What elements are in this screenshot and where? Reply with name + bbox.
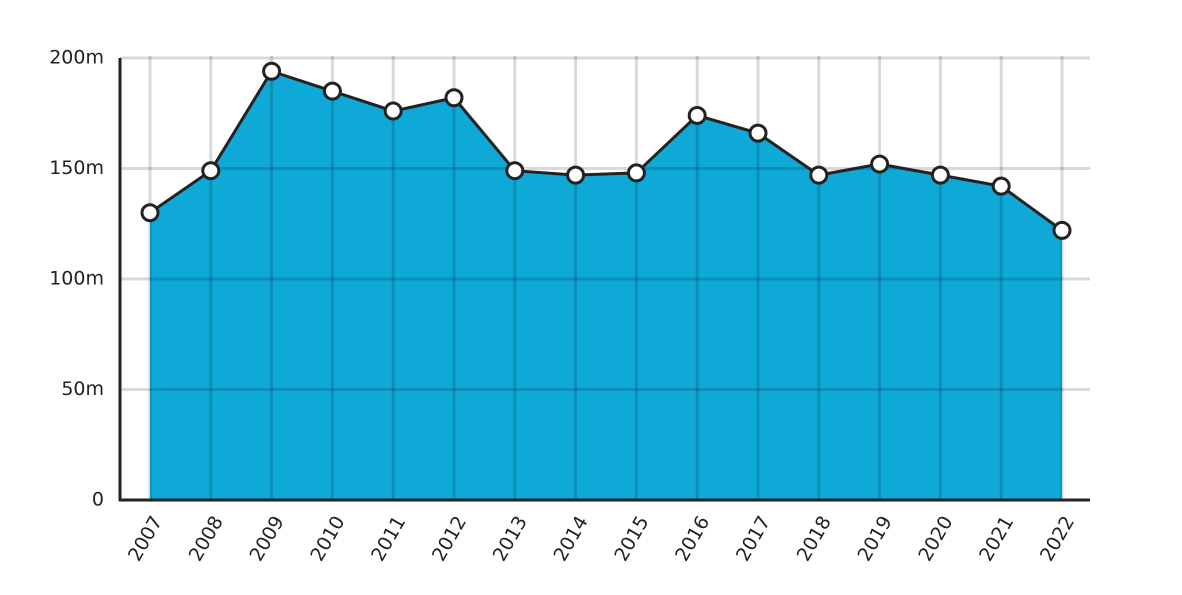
y-tick-label: 50m <box>61 378 104 400</box>
x-tick-label: 2019 <box>853 512 896 565</box>
point <box>809 165 829 185</box>
point <box>566 165 586 185</box>
point <box>991 176 1011 196</box>
area <box>150 71 1062 500</box>
point <box>140 203 160 223</box>
point <box>930 165 950 185</box>
y-tick-label: 200m <box>49 47 104 69</box>
x-tick-label: 2016 <box>671 512 714 565</box>
y-tick-label: 0 <box>92 489 104 511</box>
x-tick-label: 2014 <box>549 512 592 565</box>
y-tick-label: 100m <box>49 268 104 290</box>
point <box>870 154 890 174</box>
x-tick-label: 2015 <box>610 512 653 565</box>
x-tick-label: 2013 <box>489 512 532 565</box>
x-tick-label: 2020 <box>914 512 957 565</box>
point <box>383 101 403 121</box>
point <box>262 61 282 81</box>
x-tick-label: 2012 <box>428 512 471 565</box>
point <box>505 161 525 181</box>
point <box>687 105 707 125</box>
line <box>149 69 1063 232</box>
point <box>322 81 342 101</box>
point <box>201 161 221 181</box>
x-tick-label: 2008 <box>185 512 228 565</box>
point <box>1052 220 1072 240</box>
x-tick-label: 2011 <box>367 512 410 565</box>
point <box>748 123 768 143</box>
x-tick-label: 2017 <box>732 512 775 565</box>
x-tick-label: 2021 <box>975 512 1018 565</box>
y-tick-label: 150m <box>49 157 104 179</box>
x-tick-label: 2007 <box>124 512 167 565</box>
x-tick-label: 2009 <box>245 512 288 565</box>
x-tick-label: 2010 <box>306 512 349 565</box>
point <box>626 163 646 183</box>
x-tick-label: 2022 <box>1036 512 1079 565</box>
point <box>444 88 464 108</box>
x-tick-label: 2018 <box>793 512 836 565</box>
